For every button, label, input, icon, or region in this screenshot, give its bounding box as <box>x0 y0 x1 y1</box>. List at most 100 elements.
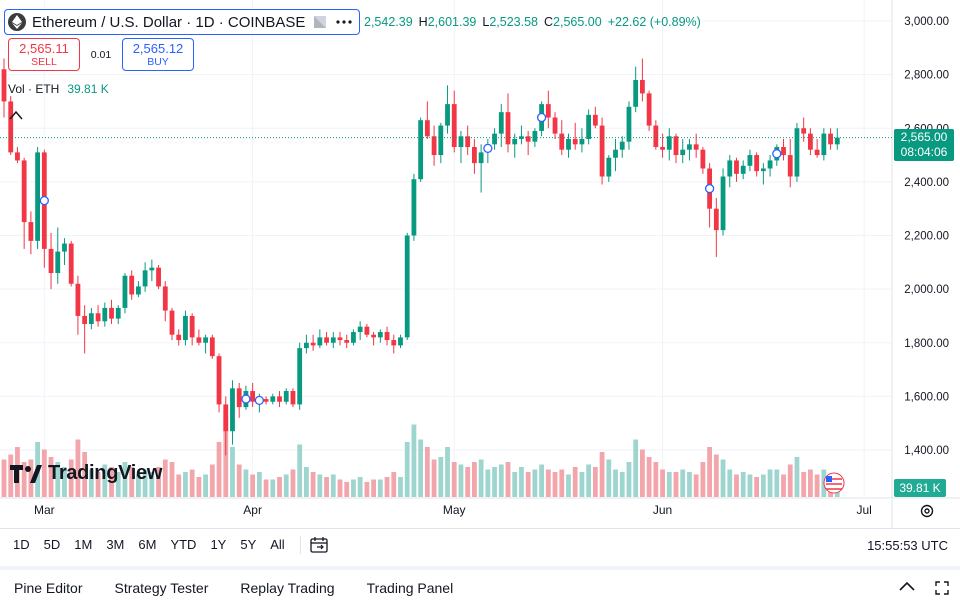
time-tick-label: Jun <box>653 503 672 517</box>
range-button-1d[interactable]: 1D <box>13 537 30 552</box>
candle-body <box>250 391 256 402</box>
utc-clock[interactable]: 15:55:53 UTC <box>867 538 948 553</box>
volume-bar <box>431 459 437 497</box>
range-button-6m[interactable]: 6M <box>138 537 157 552</box>
volume-bar <box>801 472 807 497</box>
volume-bar <box>304 467 309 497</box>
candle-body <box>808 133 813 150</box>
more-options-icon[interactable] <box>335 13 353 31</box>
dividend-event-marker <box>704 183 715 194</box>
volume-bar <box>740 472 746 497</box>
symbol-search-box[interactable]: Ethereum / U.S. Dollar · 1D · COINBASE <box>4 9 361 35</box>
volume-bar <box>162 459 168 497</box>
volume-bar <box>525 472 531 497</box>
go-to-date-icon[interactable] <box>309 535 329 555</box>
range-button-1y[interactable]: 1Y <box>210 537 227 552</box>
price-chart[interactable]: 3,000.002,800.002,600.002,400.002,200.00… <box>0 0 960 528</box>
range-button-all[interactable]: All <box>270 537 285 552</box>
candle-body <box>122 275 128 308</box>
last-price-tag: 2,565.00 08:04:06 <box>894 129 954 161</box>
candle-body <box>438 125 444 156</box>
volume-bar <box>673 472 679 497</box>
panel-tab-pine-editor[interactable]: Pine Editor <box>14 580 83 596</box>
close-label: C <box>544 15 554 29</box>
volume-bar <box>734 474 739 497</box>
high-value: 2,601.39 <box>427 15 477 29</box>
volume-bar <box>136 474 141 497</box>
candle-body <box>391 340 397 346</box>
volume-bar <box>371 479 376 497</box>
volume-bar <box>552 472 558 497</box>
candle-body <box>35 152 40 241</box>
range-button-5d[interactable]: 5D <box>43 537 61 552</box>
price-tick-label: 1,600.00 <box>904 391 949 403</box>
panel-tab-replay-trading[interactable]: Replay Trading <box>240 580 335 596</box>
volume-bar <box>48 457 54 497</box>
volume-bar <box>808 469 813 497</box>
candle-body <box>794 128 800 177</box>
panel-tab-group: Pine Editor Strategy Tester Replay Trading… <box>0 580 469 596</box>
volume-bar <box>330 474 336 497</box>
panel-tab-strategy-tester[interactable]: Strategy Tester <box>114 580 209 596</box>
range-button-5y[interactable]: 5Y <box>240 537 257 552</box>
sell-button[interactable]: 2,565.11 SELL <box>8 38 80 71</box>
candle-body <box>270 396 276 402</box>
maximize-panel-icon[interactable] <box>934 580 950 599</box>
volume-bar <box>189 469 195 497</box>
price-tick-label: 3,000.00 <box>904 16 949 28</box>
chart-settings-icon[interactable] <box>918 502 936 520</box>
volume-bar <box>794 457 800 497</box>
volume-bar <box>68 459 74 497</box>
time-tick-label: Mar <box>34 503 55 517</box>
volume-bar <box>713 454 719 497</box>
volume-bar <box>377 479 383 497</box>
volume-bar <box>82 452 88 497</box>
volume-bar <box>418 439 424 497</box>
candle-body <box>680 149 686 156</box>
candle-body <box>68 243 74 284</box>
tradingview-logo[interactable]: TradingView <box>10 462 162 485</box>
candle-body <box>263 399 269 402</box>
candle-body <box>734 160 739 174</box>
buy-button[interactable]: 2,565.12 BUY <box>122 38 194 71</box>
range-button-1m[interactable]: 1M <box>74 537 93 552</box>
range-button-3m[interactable]: 3M <box>106 537 125 552</box>
chart-background <box>0 0 960 528</box>
volume-bar <box>424 447 430 497</box>
volume-bar <box>391 472 397 497</box>
volume-bar <box>666 472 672 497</box>
ohlc-values: 2,542.39 H2,601.39 L2,523.58 C2,565.00 +… <box>364 15 701 29</box>
volume-bar <box>619 472 625 497</box>
volume-bar <box>95 472 101 497</box>
volume-bar <box>357 477 363 497</box>
hide-legend-icon[interactable] <box>311 13 329 31</box>
candle-body <box>713 208 719 231</box>
candle-body <box>498 112 504 134</box>
price-axis: 3,000.002,800.002,600.002,400.002,200.00… <box>0 0 949 528</box>
candle-body <box>646 93 652 126</box>
date-range-group: 1D 5D 1M 3M 6M YTD 1Y 5Y All <box>0 537 292 552</box>
candle-body <box>828 133 833 145</box>
volume-bar <box>250 474 256 497</box>
buy-price: 2,565.12 <box>132 40 184 56</box>
candle-body <box>519 136 524 139</box>
volume-bar <box>532 469 538 497</box>
symbol-title: Ethereum / U.S. Dollar · 1D · COINBASE <box>32 13 306 31</box>
volume-bar <box>640 449 645 497</box>
volume-bar <box>156 467 161 497</box>
time-axis: Mar Apr May Jun Jul <box>0 497 960 517</box>
panel-tab-trading-panel[interactable]: Trading Panel <box>366 580 454 596</box>
volume-bar <box>230 447 235 497</box>
range-button-ytd[interactable]: YTD <box>170 537 197 552</box>
candle-body <box>142 270 148 287</box>
candle-body <box>545 104 551 118</box>
volume-legend: Vol · ETH 39.81 K <box>8 82 109 96</box>
collapse-panel-icon[interactable] <box>898 580 916 599</box>
price-tick-label: 1,800.00 <box>904 338 949 350</box>
volume-bar <box>290 469 296 497</box>
volume-bar <box>236 464 242 497</box>
volume-bar <box>351 479 356 497</box>
volume-bar <box>398 477 403 497</box>
candle-body <box>431 136 437 156</box>
candle-body <box>283 391 289 402</box>
